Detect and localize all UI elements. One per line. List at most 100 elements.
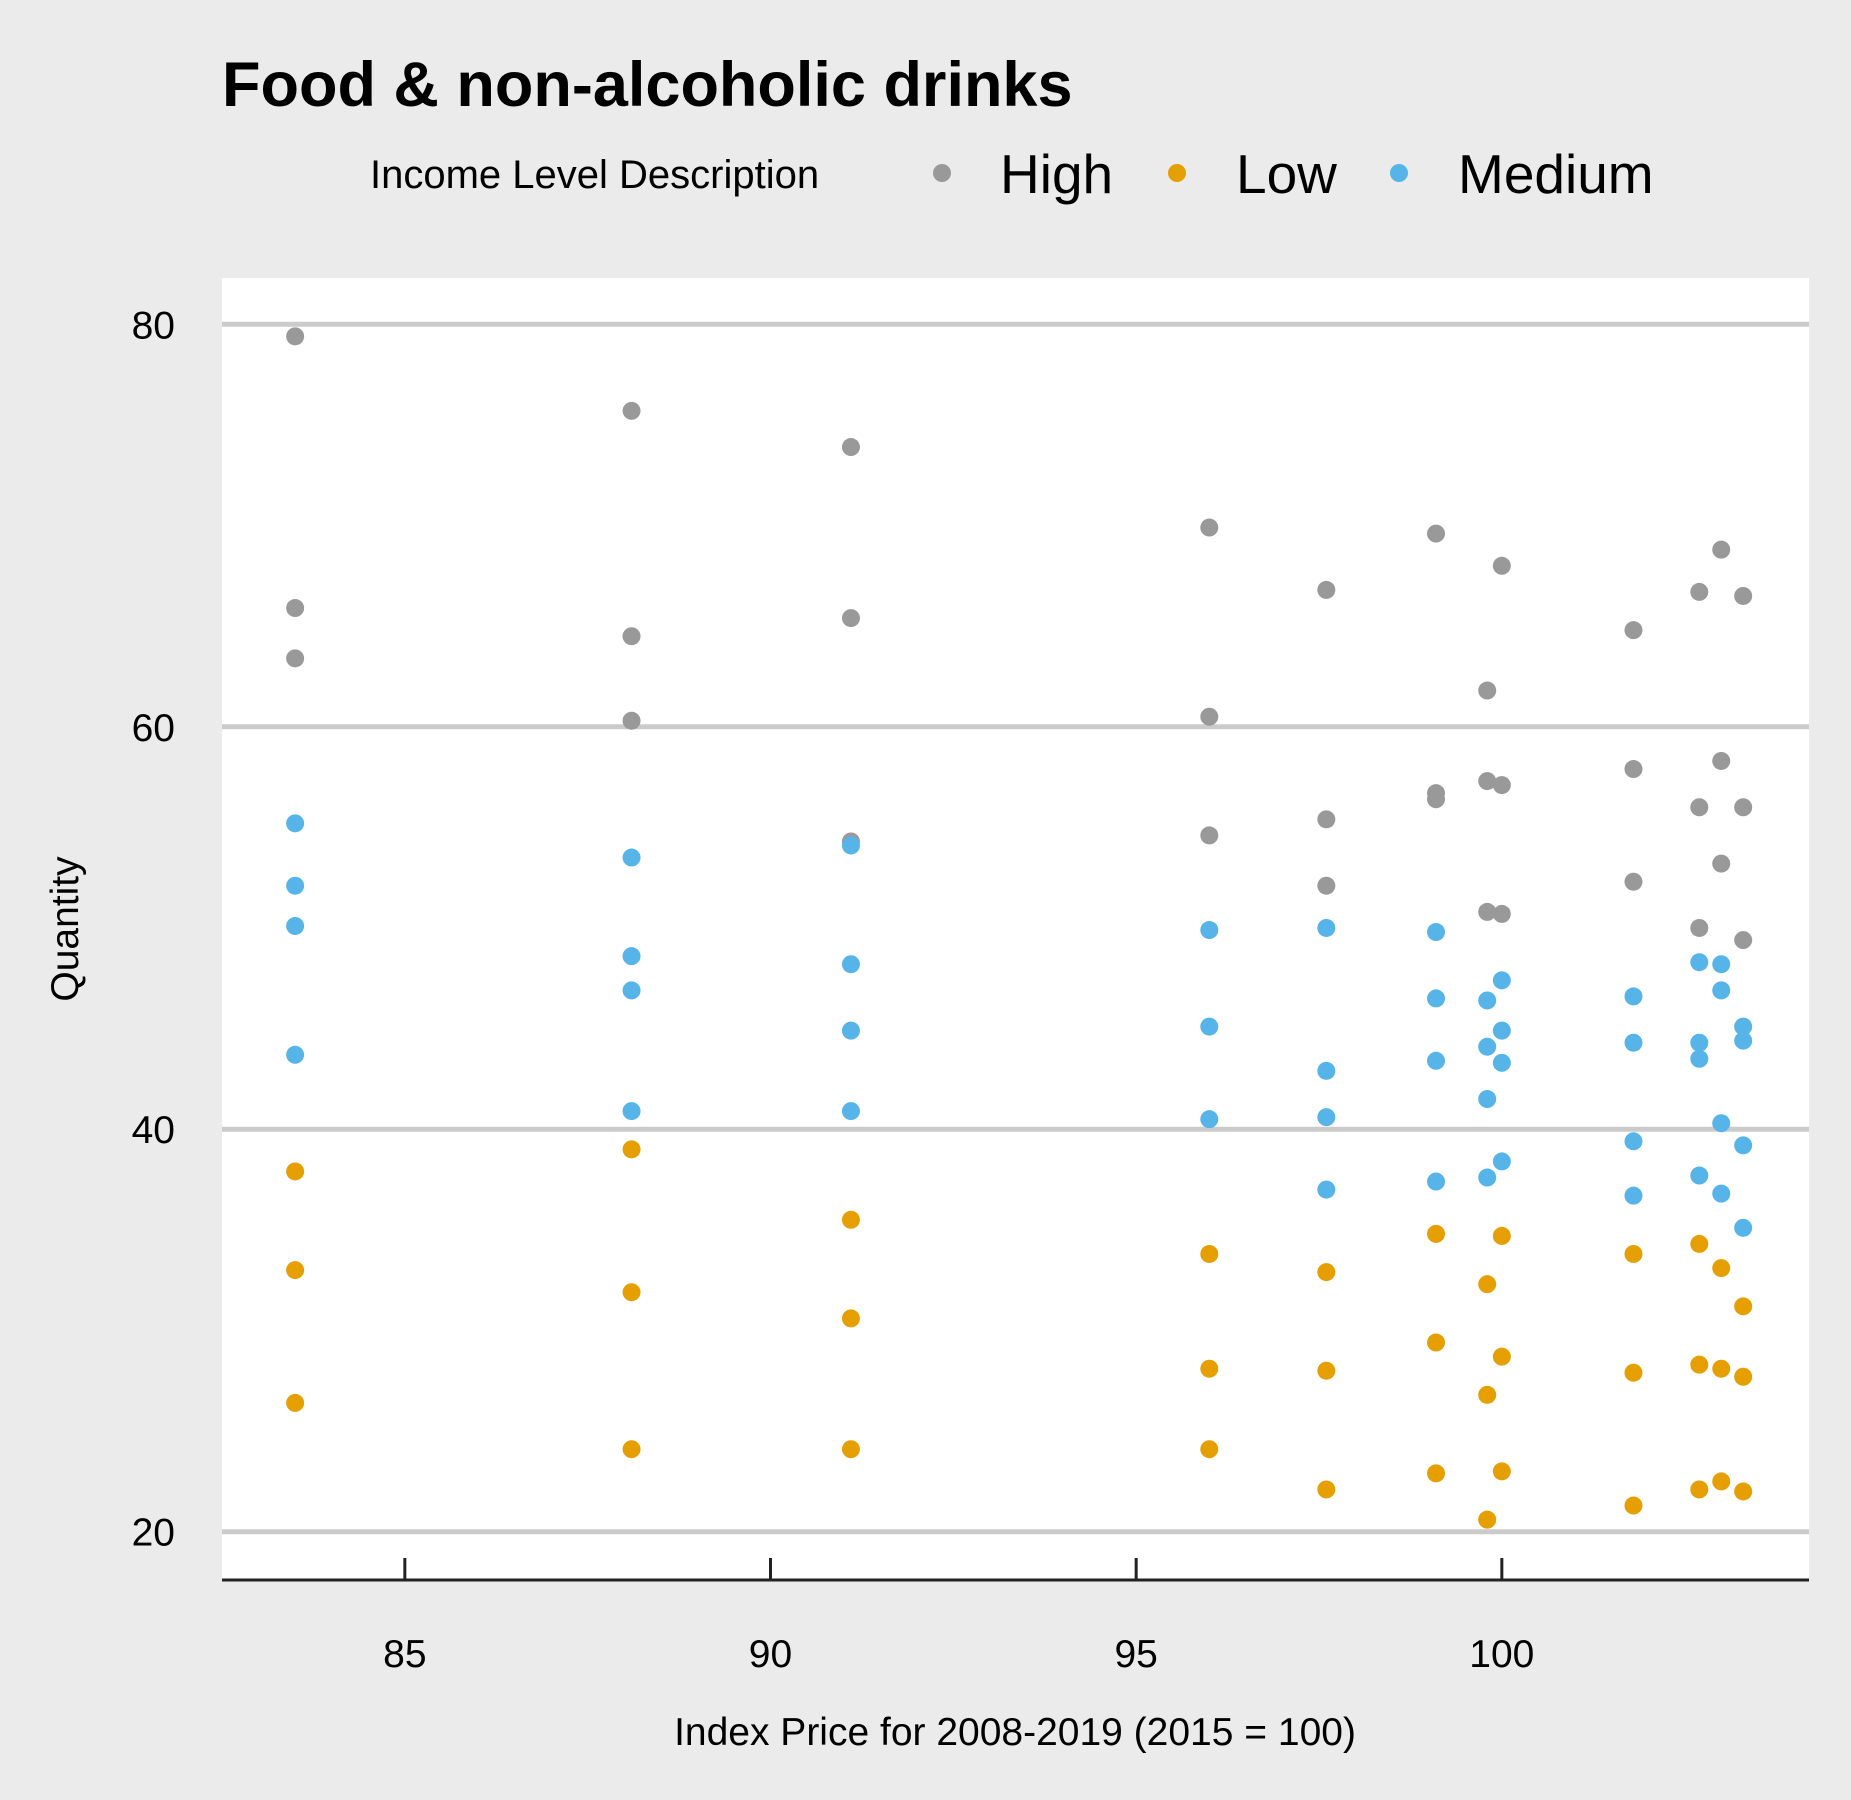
point-high	[1734, 586, 1753, 605]
point-medium	[1624, 1132, 1643, 1151]
point-high	[841, 438, 860, 457]
legend-marker-medium	[1390, 164, 1408, 182]
point-medium	[286, 814, 305, 833]
point-medium	[1690, 953, 1709, 972]
point-medium	[841, 955, 860, 974]
point-medium	[1734, 1031, 1753, 1050]
point-high	[1690, 918, 1709, 937]
legend-title: Income Level Description	[370, 153, 819, 197]
point-medium	[286, 1045, 305, 1064]
point-high	[1712, 540, 1731, 559]
point-high	[286, 327, 305, 346]
point-medium	[1492, 1152, 1511, 1171]
point-high	[1734, 931, 1753, 950]
point-medium	[1712, 1184, 1731, 1203]
point-low	[1492, 1226, 1511, 1245]
point-low	[622, 1440, 641, 1459]
point-low	[1200, 1244, 1219, 1263]
legend-label-medium: Medium	[1458, 143, 1654, 205]
point-high	[1492, 904, 1511, 923]
point-low	[1427, 1464, 1446, 1483]
point-high	[1734, 798, 1753, 817]
point-high	[1478, 902, 1497, 921]
point-low	[1478, 1510, 1497, 1529]
point-medium	[1690, 1049, 1709, 1068]
point-high	[1200, 707, 1219, 726]
point-low	[841, 1210, 860, 1229]
gridlines	[222, 321, 1809, 1535]
x-tick-label: 85	[383, 1633, 426, 1676]
point-low	[1317, 1263, 1336, 1282]
point-high	[1492, 556, 1511, 575]
point-high	[841, 609, 860, 628]
y-tick-label: 40	[132, 1109, 175, 1152]
point-medium	[841, 1021, 860, 1040]
point-medium	[286, 876, 305, 895]
y-axis-ticks: 20 40 60 80	[132, 304, 175, 1554]
point-high	[1427, 790, 1446, 809]
y-tick-label: 20	[132, 1512, 175, 1555]
point-high	[622, 401, 641, 420]
point-medium	[622, 981, 641, 1000]
point-high	[1200, 518, 1219, 537]
data-points	[286, 327, 1753, 1529]
point-low	[1200, 1359, 1219, 1378]
point-high	[1427, 524, 1446, 543]
point-medium	[1427, 923, 1446, 942]
legend: Income Level Description High Low Medium	[370, 143, 1654, 205]
point-low	[1317, 1480, 1336, 1499]
point-high	[1317, 810, 1336, 829]
point-medium	[286, 916, 305, 935]
point-low	[1427, 1333, 1446, 1352]
point-low	[1427, 1224, 1446, 1243]
point-medium	[622, 947, 641, 966]
point-medium	[1492, 1053, 1511, 1072]
y-axis-title: Quantity	[44, 856, 87, 1002]
point-medium	[1427, 1172, 1446, 1191]
point-low	[622, 1283, 641, 1302]
point-low	[1712, 1259, 1731, 1278]
point-low	[1712, 1472, 1731, 1491]
point-medium	[1624, 987, 1643, 1006]
point-medium	[1317, 1180, 1336, 1199]
point-medium	[1317, 1108, 1336, 1127]
point-medium	[1734, 1017, 1753, 1036]
point-medium	[1624, 1033, 1643, 1052]
point-medium	[1478, 1037, 1497, 1056]
x-tick-label: 100	[1469, 1633, 1534, 1676]
point-low	[286, 1393, 305, 1412]
point-low	[1734, 1297, 1753, 1316]
legend-marker-high	[933, 164, 951, 182]
point-medium	[1427, 1051, 1446, 1070]
x-tick-label: 90	[749, 1633, 792, 1676]
y-tick-label: 80	[132, 304, 175, 347]
point-high	[1200, 826, 1219, 845]
point-medium	[622, 1102, 641, 1121]
point-high	[1624, 760, 1643, 779]
point-medium	[1317, 1061, 1336, 1080]
legend-label-high: High	[1000, 143, 1113, 205]
point-medium	[1427, 989, 1446, 1008]
point-high	[1492, 776, 1511, 795]
point-high	[1317, 580, 1336, 599]
point-high	[1624, 621, 1643, 640]
point-low	[1690, 1480, 1709, 1499]
legend-marker-low	[1168, 164, 1186, 182]
point-medium	[1200, 1110, 1219, 1129]
point-low	[1492, 1347, 1511, 1366]
chart-title: Food & non-alcoholic drinks	[222, 50, 1073, 120]
point-medium	[1712, 1114, 1731, 1133]
point-high	[286, 599, 305, 618]
point-medium	[1690, 1033, 1709, 1052]
point-medium	[1317, 918, 1336, 937]
point-medium	[1200, 921, 1219, 940]
point-high	[286, 649, 305, 668]
point-low	[1734, 1367, 1753, 1386]
point-medium	[1734, 1218, 1753, 1237]
point-low	[1317, 1361, 1336, 1380]
point-high	[1712, 751, 1731, 770]
point-medium	[841, 1102, 860, 1121]
y-tick-label: 60	[132, 707, 175, 750]
plot-panel	[222, 278, 1809, 1580]
point-medium	[1492, 971, 1511, 990]
